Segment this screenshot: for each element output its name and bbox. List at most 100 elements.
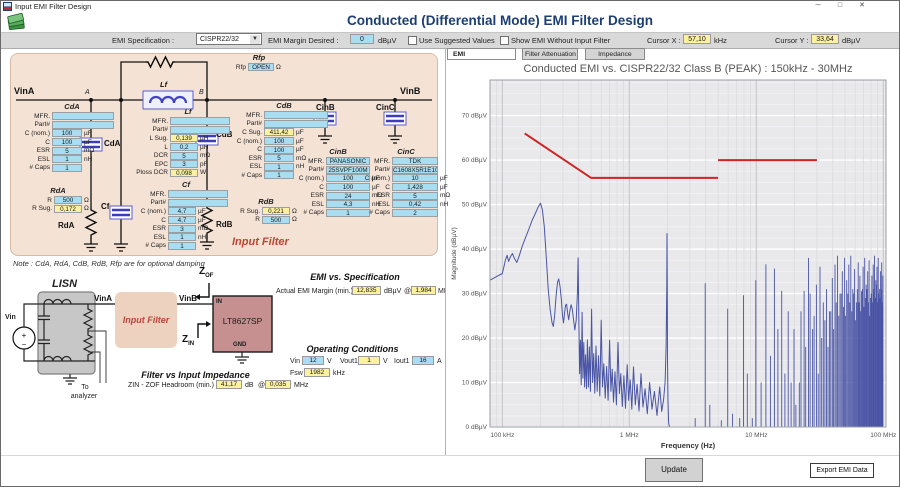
cdb-param-box-esl-field[interactable]: 1 — [264, 162, 294, 171]
cda-param-box-c-nom--field[interactable]: 100 — [52, 129, 82, 138]
lf-param-box-ploss-dcr-field[interactable]: 0,098 — [170, 168, 198, 177]
tab-filter-attenuation[interactable]: Filter Attenuation — [522, 48, 579, 60]
cinc-param-box-part--field[interactable]: C1608X5R1E106M — [392, 165, 438, 174]
rda-param-box-r-sug--field[interactable]: 0,172 — [54, 204, 82, 213]
cinc-param-box-c-nom--field[interactable]: 10 — [392, 174, 438, 183]
vin-field[interactable]: 12 — [302, 356, 324, 365]
cdb-param-box-c-nom--field[interactable]: 100 — [264, 137, 294, 146]
param-row: C 100 µF — [257, 145, 304, 154]
cf-param-box-esr-field[interactable]: 3 — [168, 224, 196, 233]
cda-param-box-mfr--field[interactable] — [52, 112, 114, 121]
cinc-param-box-esr-field[interactable]: 5 — [392, 191, 438, 200]
lisn-diagram — [12, 283, 273, 385]
chip-name: LT8627SP — [222, 316, 263, 326]
export-emi-data-button[interactable]: Export EMI Data — [810, 463, 874, 478]
cinc-param-box-esl-field[interactable]: 0,42 — [392, 200, 438, 209]
margin-input[interactable]: 0 — [350, 34, 374, 44]
chip-in-pin-label: IN — [216, 299, 222, 305]
vina-label: VinA — [14, 86, 35, 96]
lf-param-box-mfr--field[interactable] — [170, 117, 230, 126]
param-row: MFR. PANASONIC — [294, 157, 382, 166]
param-row: C (nom.) 100 µF — [236, 137, 304, 146]
cdb-param-box-part--field[interactable] — [264, 119, 328, 128]
lf-param-box-dcr-field[interactable]: 5 — [170, 151, 198, 160]
lf-param-box-epc-field[interactable]: 3 — [170, 160, 198, 169]
param-row: Part# 25SVPF100M — [294, 165, 382, 175]
cda-param-box-esr-field[interactable]: 5 — [52, 146, 82, 155]
param-row: MFR. TDK — [362, 157, 450, 166]
cinb-param-box-esr-field[interactable]: 24 — [326, 191, 370, 200]
param-row: R Sug. 0,172 Ω — [32, 204, 89, 213]
update-button[interactable]: Update — [645, 458, 703, 482]
cdb-symbol-label: CdB — [216, 130, 233, 139]
emi-spec-value: CISPR22/32 — [200, 36, 239, 43]
cinb-param-box-mfr--field[interactable]: PANASONIC — [326, 157, 370, 166]
lf-param-box: Lf MFR. Part# L Sug. 0,139 µH L 0,2 µH DCR 5 mΩ EPC 3… — [134, 107, 242, 177]
param-row: ESR 5 mΩ — [376, 191, 451, 200]
zof-arrow — [200, 283, 210, 298]
cinb-param-box-part--field[interactable]: 25SVPF100M — [326, 165, 370, 174]
emi-chart[interactable]: 0 dBµV 10 dBµV 20 dBµV 30 dBµV 40 dBµV 50 dBµ… — [446, 60, 898, 452]
lf-param-box-l-sug--field[interactable]: 0,139 — [170, 134, 198, 143]
iout-field[interactable]: 16 — [412, 356, 434, 365]
cf-param-box-esl-field[interactable]: 1 — [168, 233, 196, 242]
cinc-param-box--caps-field[interactable]: 2 — [392, 208, 438, 217]
lf-param-box-part--field[interactable] — [170, 125, 230, 134]
cda-param-box--caps-field[interactable]: 1 — [52, 163, 82, 172]
fsw-field[interactable]: 1982 — [304, 368, 330, 377]
cf-param-box-mfr--field[interactable] — [168, 190, 228, 199]
lf-symbol-label: Lf — [160, 80, 168, 89]
cdb-param-box--caps-field[interactable]: 1 — [264, 171, 294, 180]
param-row: C 1,428 µF — [385, 183, 448, 192]
tab-impedance[interactable]: Impedance — [584, 48, 645, 60]
app-icon — [3, 2, 12, 11]
cda-param-box-esl-field[interactable]: 1 — [52, 155, 82, 164]
cdb-param-box-c-field[interactable]: 100 — [264, 145, 294, 154]
lf-param-box-l-field[interactable]: 0,2 — [170, 143, 198, 152]
cinb-param-box-c-nom--field[interactable]: 100 — [326, 174, 370, 183]
cda-param-box-c-field[interactable]: 100 — [52, 138, 82, 147]
tab-emi[interactable]: EMI — [447, 48, 516, 60]
use-suggested-checkbox[interactable] — [408, 36, 417, 45]
cinb-param-box-esl-field[interactable]: 4,3 — [326, 200, 370, 209]
cinb-param-box-c-field[interactable]: 100 — [326, 183, 370, 192]
cinc-param-box-c-field[interactable]: 1,428 — [392, 183, 438, 192]
param-row: ESR 5 mΩ — [248, 154, 307, 163]
rdb-param-box-r-field[interactable]: 500 — [262, 215, 290, 224]
vout-field[interactable]: 1 — [358, 356, 380, 365]
cf-param-box-c-field[interactable]: 4,7 — [168, 216, 196, 225]
chevron-down-icon[interactable]: ▼ — [250, 35, 260, 44]
zin-arrow — [197, 323, 206, 338]
cdb-param-box-mfr--field[interactable] — [264, 111, 328, 120]
cdb-param-box-c-sug--field[interactable]: 411,42 — [264, 128, 294, 137]
emi-spec-dropd own[interactable]: CISPR22/32 ▼ — [196, 33, 262, 45]
param-row: ESR 24 mΩ — [310, 191, 383, 200]
cinc-capacitor-symbol — [383, 111, 407, 126]
cda-param-box-part--field[interactable] — [52, 120, 114, 129]
cinb-param-box--caps-field[interactable]: 1 — [326, 208, 370, 217]
headroom-freq: 0,035 — [265, 380, 291, 389]
param-row: R Sug. 0,221 Ω — [240, 207, 297, 216]
rda-symbol-label: RdA — [58, 221, 75, 230]
cdb-param-box-esr-field[interactable]: 5 — [264, 154, 294, 163]
show-without-filter-checkbox[interactable] — [500, 36, 509, 45]
param-row: MFR. — [228, 111, 340, 120]
cf-param-box--caps-field[interactable]: 1 — [168, 241, 196, 250]
cf-param-box-part--field[interactable] — [168, 198, 228, 207]
cf-param-box-c-nom--field[interactable]: 4,7 — [168, 207, 196, 216]
lisn-label: LISN — [52, 278, 78, 290]
rdb-param-box-r-sug--field[interactable]: 0,221 — [262, 207, 290, 216]
money-icon[interactable] — [6, 13, 28, 31]
rfp-param-box-rfp-field[interactable]: OPEN — [248, 63, 274, 72]
damping-note: Note : CdA, RdA, CdB, RdB, Rfp are for o… — [13, 259, 205, 268]
vin-field-label: Vin — [290, 358, 300, 365]
param-row: Part# — [132, 198, 240, 208]
close-button[interactable]: ✕ — [859, 2, 865, 9]
cinc-param-box-mfr--field[interactable]: TDK — [392, 157, 438, 166]
minimize-button[interactable]: ─ — [815, 2, 821, 9]
vin-plus-sign: + — [22, 331, 27, 340]
chip-ground-icon — [235, 352, 249, 364]
maximize-button[interactable]: □ — [837, 2, 843, 9]
svg-text:1 MHz: 1 MHz — [620, 432, 639, 439]
rda-param-box-r-field[interactable]: 500 — [54, 196, 82, 205]
